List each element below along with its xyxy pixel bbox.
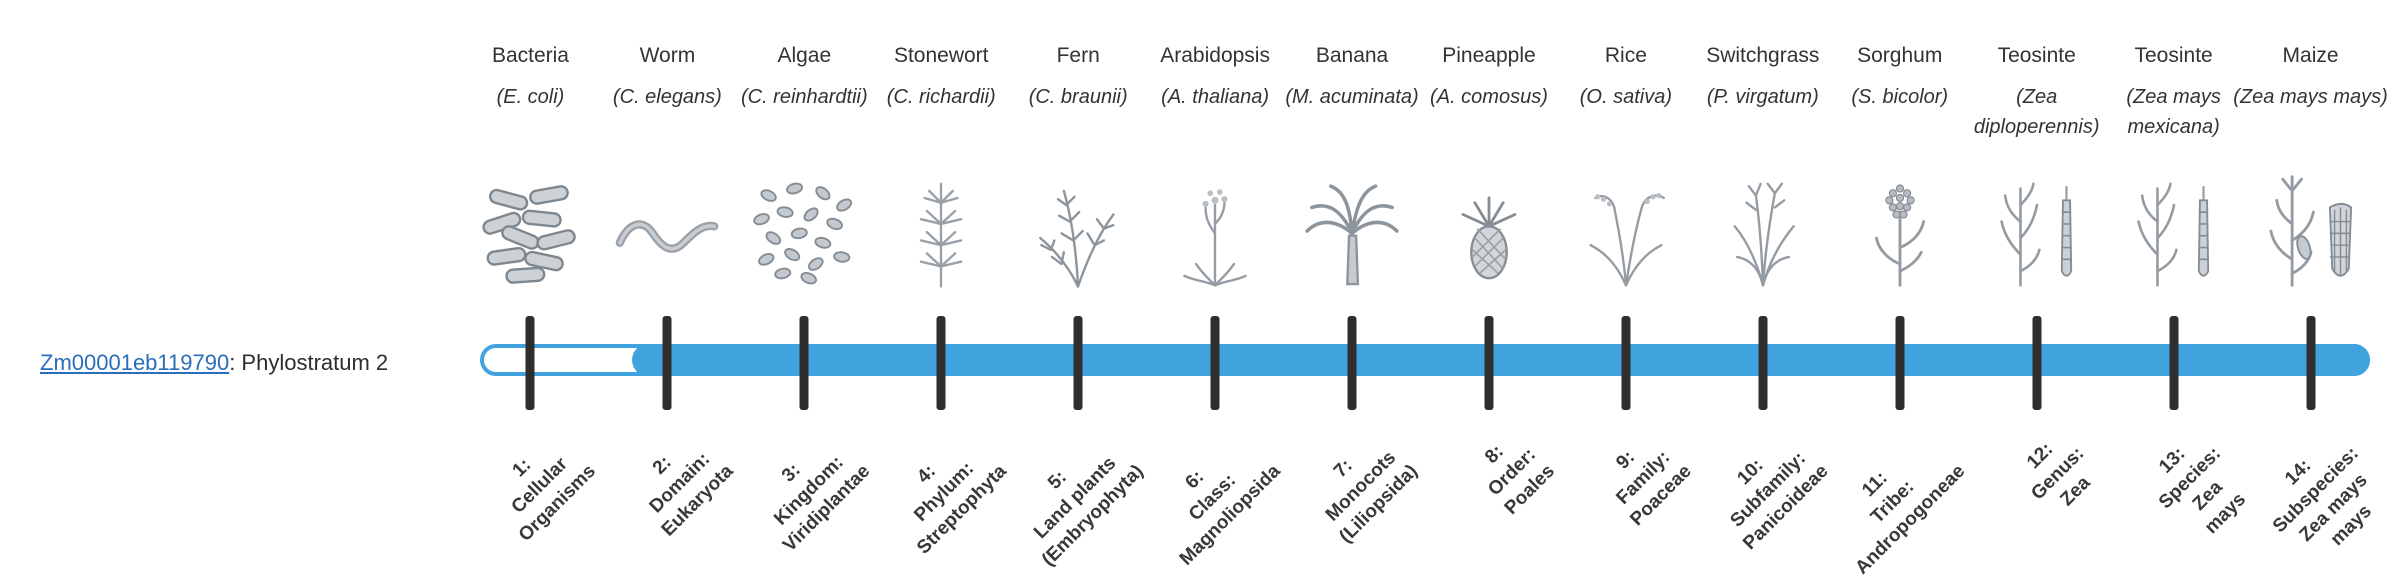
- organism-column: Rice (O. sativa) 9: Family: Poaceae: [1557, 0, 1696, 580]
- phylostratum-stage-label: 4: Phylum: Streptophyta: [910, 458, 1011, 559]
- organism-column: Teosinte (Zea mays mexicana) 13: Species…: [2105, 0, 2250, 580]
- organism-scientific-name: (A. comosus): [1430, 86, 1548, 108]
- organism-scientific-name: (Zea mays mays): [2233, 86, 2388, 108]
- phylostratum-stage-label: 3: Kingdom: Viridiplantae: [769, 451, 875, 557]
- organism-scientific-name: (C. reinhardtii): [740, 86, 868, 108]
- phylostratum-tick-marker: [2032, 316, 2042, 410]
- organism-column: Stonewort (C. richardii) 4: Phylum: Stre…: [873, 0, 1011, 580]
- phylostratum-tick-marker: [662, 316, 672, 410]
- organism-scientific-name: (Zea diploperennis): [1973, 86, 2100, 138]
- switchgrass-icon: [1704, 166, 1822, 296]
- phylostratum-stage-label: 10: Subfamily: Panicoideae: [1726, 448, 1833, 555]
- phylostratum-stage-label: 12: Genus: Zea: [2023, 438, 2095, 511]
- organism-column: Teosinte (Zea diploperennis) 12: Genus: …: [1968, 0, 2105, 580]
- organism-name: Algae: [777, 44, 832, 67]
- phylostratum-tick-marker: [1484, 316, 1494, 410]
- algae-icon: [745, 166, 863, 296]
- organism-column: Banana (M. acuminata) 7: Monocots (Lilio…: [1284, 0, 1421, 580]
- organism-name: Bacteria: [491, 44, 569, 67]
- organism-name: Worm: [639, 44, 696, 67]
- organism-name: Pineapple: [1442, 44, 1536, 67]
- gene-id-link[interactable]: Zm00001eb119790: [40, 350, 230, 375]
- organism-scientific-name: (C. braunii): [1028, 86, 1128, 108]
- organism-scientific-name: (S. bicolor): [1851, 86, 1949, 108]
- stonewort-icon: [882, 166, 1000, 296]
- phylostratum-tick-marker: [1895, 316, 1905, 410]
- worm-icon: [608, 166, 726, 296]
- organism-column: Fern (C. braunii) 5: Land plants (Embryo…: [1010, 0, 1148, 580]
- organism-name: Fern: [1056, 44, 1100, 67]
- maize-icon: [2252, 166, 2370, 296]
- phylostratum-stage-label: 1: Cellular Organisms: [507, 453, 601, 546]
- phylostratum-stage-label: 5: Land plants (Embryophyta): [1030, 452, 1148, 571]
- phylostratum-tick-marker: [1210, 316, 1220, 410]
- organism-scientific-name: (C. elegans): [612, 86, 722, 108]
- organism-column: Bacteria (E. coli) 1: Cellular Organisms: [462, 0, 601, 580]
- teosinte-diploperennis-icon: [1978, 166, 2096, 296]
- phylostratum-bar: [480, 344, 2370, 376]
- fern-icon: [1019, 166, 1137, 296]
- organism-scientific-name: (Zea mays mexicana): [2126, 86, 2221, 138]
- phylostratum-tick-marker: [2306, 316, 2316, 410]
- teosinte-mexicana-icon: [2115, 166, 2233, 296]
- pineapple-icon: [1430, 166, 1548, 296]
- rice-icon: [1567, 166, 1685, 296]
- organism-column: Sorghum (S. bicolor) 11: Tribe: Andropog…: [1831, 0, 1969, 580]
- phylostratum-stage-label: 8: Order: Poales: [1480, 441, 1559, 520]
- phylostratum-tick-marker: [799, 316, 809, 410]
- phylostratum-tick-marker: [525, 316, 535, 410]
- phylostratum-stage-label: 9: Family: Poaceae: [1612, 446, 1696, 531]
- organism-name: Teosinte: [1997, 44, 2076, 67]
- organism-scientific-name: (M. acuminata): [1285, 86, 1419, 108]
- bacteria-icon: [471, 166, 589, 296]
- phylostratum-stage-label: 2: Domain: Eukaryota: [645, 448, 738, 541]
- organism-scientific-name: (C. richardii): [886, 86, 996, 108]
- phylostratum-tick-marker: [1347, 316, 1357, 410]
- organism-column: Algae (C. reinhardtii) 3: Kingdom: Virid…: [736, 0, 875, 580]
- bar-filled-region: [632, 344, 2370, 376]
- organism-scientific-name: (O. sativa): [1579, 86, 1672, 108]
- organism-name: Sorghum: [1857, 44, 1943, 67]
- organism-scientific-name: (A. thaliana): [1161, 86, 1270, 108]
- organism-column: Arabidopsis (A. thaliana) 6: Class: Magn…: [1147, 0, 1285, 580]
- phylostratum-stage-label: 7: Monocots (Liliopsida): [1321, 447, 1422, 548]
- organism-name: Banana: [1315, 44, 1389, 67]
- gene-phylostratum-text: : Phylostratum 2: [229, 350, 389, 375]
- phylostratum-stage-label: 11: Tribe: Andropogoneae: [1851, 460, 1970, 579]
- phylostratum-stage-label: 6: Class: Magnoliopsida: [1175, 460, 1285, 570]
- organism-scientific-name: (E. coli): [496, 86, 565, 108]
- phylostratum-tick-marker: [1621, 316, 1631, 410]
- organism-name: Switchgrass: [1706, 44, 1820, 67]
- organism-name: Arabidopsis: [1160, 44, 1270, 67]
- phylostratum-tick-marker: [1073, 316, 1083, 410]
- organism-name: Rice: [1604, 44, 1647, 67]
- organism-name: Stonewort: [893, 44, 989, 67]
- phylostratum-tick-marker: [936, 316, 946, 410]
- organism-scientific-name: (P. virgatum): [1706, 86, 1819, 108]
- organism-column: Maize (Zea mays mays) 14: Subspecies: Ze…: [2233, 0, 2387, 580]
- arabidopsis-icon: [1156, 166, 1274, 296]
- phylostrata-columns: Bacteria (E. coli) 1: Cellular Organisms…: [462, 0, 2388, 580]
- organism-name: Teosinte: [2134, 44, 2213, 67]
- organism-column: Worm (C. elegans) 2: Domain: Eukaryota: [599, 0, 738, 580]
- phylostratum-tick-marker: [2169, 316, 2179, 410]
- phylostratum-tick-marker: [1758, 316, 1768, 410]
- gene-label: Zm00001eb119790: Phylostratum 2: [40, 350, 388, 376]
- phylostratum-stage-label: 14: Subspecies: Zea mays mays: [2268, 443, 2376, 551]
- sorghum-icon: [1841, 166, 1959, 296]
- organism-name: Maize: [2282, 44, 2339, 67]
- banana-icon: [1293, 166, 1411, 296]
- organism-column: Switchgrass (P. virgatum) 10: Subfamily:…: [1694, 0, 1833, 580]
- organism-column: Pineapple (A. comosus) 8: Order: Poales: [1421, 0, 1559, 580]
